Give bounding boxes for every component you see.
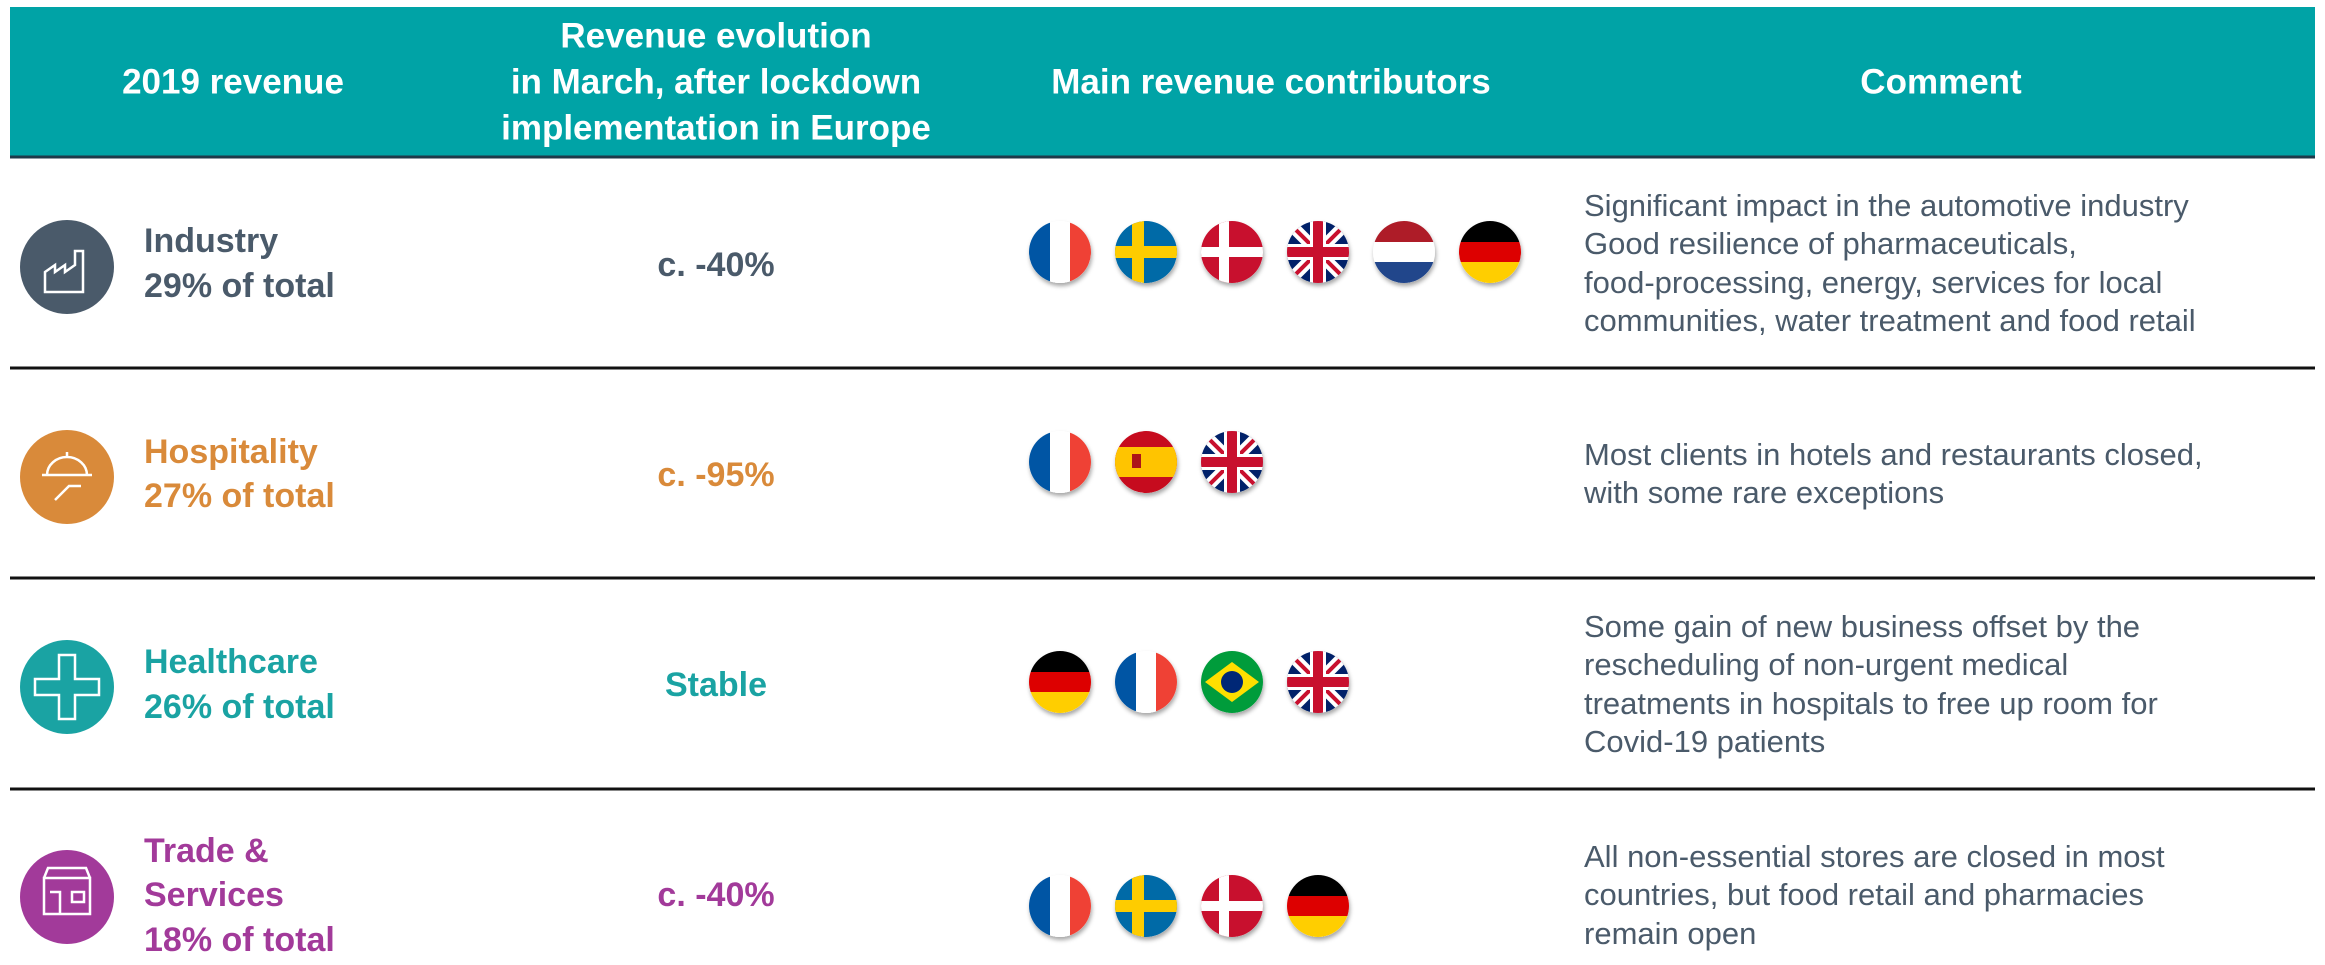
evolution: Stable [665, 666, 767, 704]
comment: food-processing, energy, services for lo… [1584, 265, 2162, 300]
flag [1115, 875, 1177, 937]
header: 2019 revenue [122, 62, 344, 101]
flag [1029, 431, 1091, 493]
segment-name: Industry [144, 222, 278, 260]
comment: treatments in hospitals to free up room … [1584, 686, 2158, 721]
icon [43, 249, 85, 294]
segment-name: Trade & [144, 832, 269, 870]
flag [1115, 431, 1177, 493]
comment: Most clients in hotels and restaurants c… [1584, 437, 2203, 472]
evolution: c. -95% [657, 456, 774, 494]
segment-share: 18% of total [144, 921, 335, 959]
header: Revenue evolution [560, 16, 871, 55]
comment: rescheduling of non-urgent medical [1584, 647, 2068, 682]
icon [20, 640, 114, 734]
flag [1029, 875, 1091, 937]
flag [1029, 651, 1091, 713]
flag [1287, 221, 1349, 283]
icon [20, 850, 114, 944]
row: Healthcare 26% of total Stable Some gain… [20, 609, 2158, 759]
segment-name: Healthcare [144, 643, 318, 681]
comment: communities, water treatment and food re… [1584, 303, 2196, 338]
flag [1459, 221, 1521, 283]
evolution: c. -40% [657, 246, 774, 284]
flag [1029, 221, 1091, 283]
icon [20, 430, 114, 524]
separators [10, 366, 2315, 791]
evolution: c. -40% [657, 876, 774, 914]
comment: with some rare exceptions [1583, 475, 1944, 510]
row: Hospitality 27% of total c. -95% Most cl… [20, 430, 2203, 524]
flag [1115, 651, 1177, 713]
icon [42, 866, 92, 916]
comment: Significant impact in the automotive ind… [1584, 188, 2189, 223]
comment: Good resilience of pharmaceuticals, [1584, 226, 2077, 261]
row: Trade & Services 18% of total c. -40% Al… [20, 832, 2165, 959]
flag [1287, 651, 1349, 713]
flag [1201, 651, 1263, 713]
segment-share: 29% of total [144, 267, 335, 305]
row: Industry 29% of total c. -40% Significan… [20, 188, 2196, 338]
header: Main revenue contributors [1051, 62, 1491, 101]
comment: Covid-19 patients [1584, 724, 1825, 759]
icon [33, 653, 101, 721]
flag [1201, 221, 1263, 283]
comment: All non-essential stores are closed in m… [1584, 839, 2165, 874]
flag [1201, 431, 1263, 493]
comment: remain open [1584, 916, 1756, 951]
icon [20, 220, 114, 314]
comment: Some gain of new business offset by the [1584, 609, 2140, 644]
header: implementation in Europe [501, 108, 931, 147]
icon [42, 452, 92, 501]
segment-name: Services [144, 876, 284, 914]
header: Comment [1860, 62, 2022, 101]
flag [1201, 875, 1263, 937]
segment-share: 27% of total [144, 477, 335, 515]
header-bg [10, 7, 2315, 156]
header: in March, after lockdown [511, 62, 921, 101]
segment-name: Hospitality [144, 433, 318, 471]
segment-share: 26% of total [144, 688, 335, 726]
comment: countries, but food retail and pharmacie… [1584, 877, 2144, 912]
flag [1373, 221, 1435, 283]
flag [1287, 875, 1349, 937]
flag [1115, 221, 1177, 283]
